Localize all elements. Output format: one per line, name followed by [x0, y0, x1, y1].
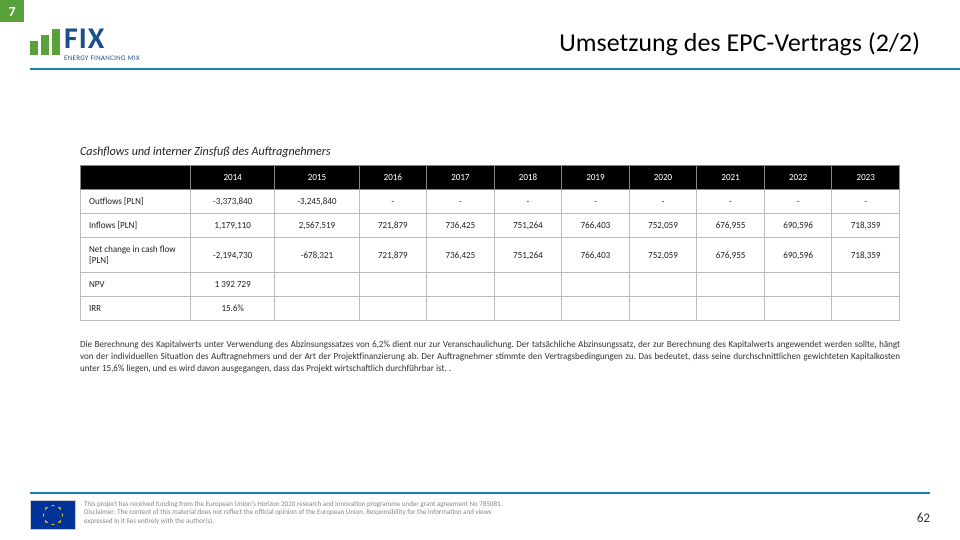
header-year: 2014 [191, 166, 275, 190]
cell: 676,955 [697, 238, 765, 273]
cell: -3,245,840 [275, 190, 359, 214]
cell: 718,359 [832, 238, 900, 273]
header-year: 2018 [494, 166, 562, 190]
eu-flag-icon [30, 500, 76, 530]
cell [629, 273, 697, 297]
cell: - [494, 190, 562, 214]
cell: 721,879 [359, 238, 427, 273]
header-year: 2019 [562, 166, 630, 190]
cell: 2,567,519 [275, 214, 359, 238]
cell [764, 297, 832, 321]
cell [562, 273, 630, 297]
page-marker: 7 [0, 0, 24, 22]
cell: 718,359 [832, 214, 900, 238]
header: FIX ENERGY FINANCING MIX Umsetzung des E… [30, 20, 960, 70]
content: Cashflows und interner Zinsfuß des Auftr… [80, 145, 900, 375]
cell [494, 273, 562, 297]
cell [629, 297, 697, 321]
cell: 751,264 [494, 238, 562, 273]
cell: -678,321 [275, 238, 359, 273]
footnote: Die Berechnung des Kapitalwerts unter Ve… [80, 339, 900, 375]
header-year: 2017 [427, 166, 495, 190]
table-header-row: 2014 2015 2016 2017 2018 2019 2020 2021 … [81, 166, 900, 190]
cell: - [832, 190, 900, 214]
row-label: Net change in cash flow [PLN] [81, 238, 191, 273]
slide-number: 62 [917, 511, 930, 530]
cell: 690,596 [764, 214, 832, 238]
cell: - [427, 190, 495, 214]
row-label: Outflows [PLN] [81, 190, 191, 214]
table-row: IRR15.6% [81, 297, 900, 321]
page-title: Umsetzung des EPC-Vertrags (2/2) [559, 26, 960, 58]
table-row: Inflows [PLN]1,179,1102,567,519721,87973… [81, 214, 900, 238]
table-row: Outflows [PLN]-3,373,840-3,245,840------… [81, 190, 900, 214]
cell [427, 273, 495, 297]
header-year: 2022 [764, 166, 832, 190]
cell: - [359, 190, 427, 214]
cell: 15.6% [191, 297, 275, 321]
cell [494, 297, 562, 321]
table-row: NPV1 392 729 [81, 273, 900, 297]
cell [562, 297, 630, 321]
cell [764, 273, 832, 297]
cell [359, 297, 427, 321]
cell [832, 273, 900, 297]
cell: 676,955 [697, 214, 765, 238]
cell [275, 297, 359, 321]
cell: - [629, 190, 697, 214]
table-caption: Cashflows und interner Zinsfuß des Auftr… [80, 145, 900, 159]
header-year: 2023 [832, 166, 900, 190]
logo-bars-icon [30, 29, 60, 55]
cell [359, 273, 427, 297]
cell: - [764, 190, 832, 214]
footer: This project has received funding from t… [30, 492, 930, 530]
header-year: 2016 [359, 166, 427, 190]
header-year: 2020 [629, 166, 697, 190]
cell: 690,596 [764, 238, 832, 273]
cell: 736,425 [427, 214, 495, 238]
cell: 736,425 [427, 238, 495, 273]
header-year: 2015 [275, 166, 359, 190]
eu-funding: This project has received funding from t… [30, 500, 514, 530]
cell: -3,373,840 [191, 190, 275, 214]
cell: 766,403 [562, 238, 630, 273]
cell [427, 297, 495, 321]
cell: 751,264 [494, 214, 562, 238]
cell: 752,059 [629, 214, 697, 238]
cell: 766,403 [562, 214, 630, 238]
logo: FIX ENERGY FINANCING MIX [30, 24, 140, 61]
cell [697, 297, 765, 321]
cell: - [697, 190, 765, 214]
eu-disclaimer: This project has received funding from t… [84, 500, 514, 525]
cashflow-table: 2014 2015 2016 2017 2018 2019 2020 2021 … [80, 165, 900, 321]
cell: - [562, 190, 630, 214]
row-label: NPV [81, 273, 191, 297]
cell: -2,194,730 [191, 238, 275, 273]
logo-tagline: ENERGY FINANCING MIX [64, 54, 140, 61]
row-label: IRR [81, 297, 191, 321]
table-row: Net change in cash flow [PLN]-2,194,730-… [81, 238, 900, 273]
cell: 752,059 [629, 238, 697, 273]
cell: 1,179,110 [191, 214, 275, 238]
cell [275, 273, 359, 297]
cell [832, 297, 900, 321]
cell [697, 273, 765, 297]
cell: 721,879 [359, 214, 427, 238]
cell: 1 392 729 [191, 273, 275, 297]
header-blank [81, 166, 191, 190]
row-label: Inflows [PLN] [81, 214, 191, 238]
header-year: 2021 [697, 166, 765, 190]
logo-brand: FIX [64, 24, 140, 54]
